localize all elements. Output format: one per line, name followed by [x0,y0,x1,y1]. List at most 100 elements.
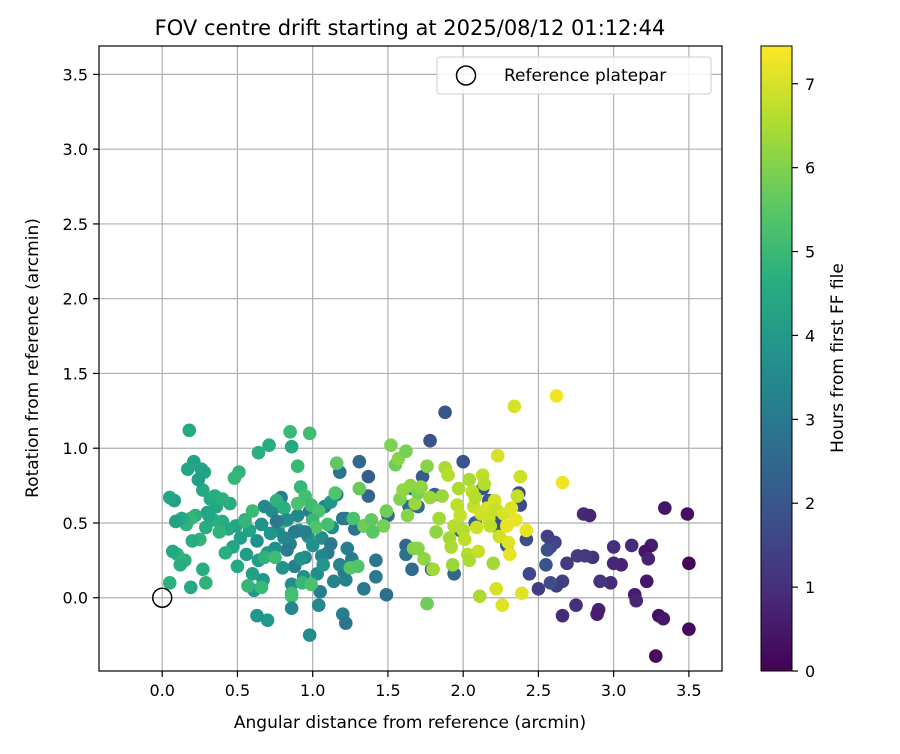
x-tick-label: 0.5 [225,681,250,700]
data-point [426,562,440,577]
x-axis-ticks: 0.0 0.5 1.0 1.5 2.0 2.5 3.0 3.5 [149,671,702,700]
data-point [606,556,621,571]
reference-platepar-marker [151,587,173,608]
x-tick-label: 1.5 [375,681,400,700]
data-point [218,546,233,560]
data-point [191,472,206,487]
data-point [173,558,188,572]
data-point [560,556,574,571]
data-point [182,423,197,438]
data-point [329,456,344,470]
data-point [510,489,525,503]
data-point [254,517,269,532]
data-point [165,544,180,559]
data-point [250,608,264,623]
colorbar-tick-label: 1 [805,578,815,597]
data-point [233,531,248,545]
x-tick-label: 2.0 [450,681,475,700]
data-point [590,607,604,621]
data-point [379,504,394,518]
data-point [320,517,335,532]
data-point [196,562,210,577]
data-point [290,459,305,473]
data-point [486,556,501,571]
data-point [238,514,252,529]
data-point [641,552,656,566]
data-point [682,622,696,636]
data-point [629,593,644,608]
data-point [180,462,195,476]
data-point [539,558,553,572]
data-point [316,558,331,572]
colorbar-tick-label: 3 [805,410,815,429]
data-point [415,469,430,484]
data-point [302,628,317,642]
data-point [540,529,555,544]
data-point [438,405,452,420]
data-point [483,519,498,533]
data-point [471,544,486,559]
data-point [215,492,230,506]
data-point [284,439,299,454]
data-point [280,543,294,557]
data-point [263,526,278,541]
data-point [364,513,379,527]
data-point [302,426,317,441]
colorbar-tick-label: 4 [805,326,815,345]
data-point [346,511,361,526]
data-point [328,486,343,500]
data-point [423,433,437,448]
data-point [648,649,663,663]
y-axis-label: Rotation from reference (arcmin) [23,218,43,498]
data-point [555,608,570,623]
data-point [311,598,326,613]
colorbar-gradient [760,45,793,672]
data-point [469,520,484,535]
data-point [639,574,654,589]
data-point [284,601,299,616]
data-point [420,459,434,473]
data-point [162,575,177,590]
y-tick-label: 1.5 [63,364,88,383]
x-tick-label: 3.5 [676,681,701,700]
data-point [257,550,272,565]
data-point [352,481,367,496]
data-point [168,514,183,529]
data-point [423,490,437,505]
data-point [185,534,200,548]
data-point [603,575,618,590]
reference-marker-layer [151,587,173,608]
data-point [509,513,523,527]
data-point [323,537,338,551]
data-point [450,498,464,512]
legend-reference-marker [455,65,477,86]
data-point [326,574,341,589]
data-point [284,589,299,604]
data-point [254,580,269,595]
data-point [287,525,302,539]
x-tick-label: 2.5 [526,681,551,700]
y-tick-label: 0.5 [63,514,88,533]
colorbar-tick-label: 0 [805,662,815,681]
data-point [513,469,528,484]
data-point [519,523,534,538]
data-point [245,504,260,518]
data-point [624,538,639,553]
colorbar-tick-label: 5 [805,243,815,262]
data-point [298,525,312,539]
data-point [308,520,323,535]
data-point [495,598,510,613]
data-point [414,480,428,494]
data-point [441,468,455,482]
legend: Reference platepar [436,56,712,95]
data-point [489,581,504,596]
data-point [456,454,470,469]
x-tick-label: 0.0 [149,681,174,700]
data-point [257,499,272,514]
data-point [199,575,213,590]
data-point [361,489,376,503]
data-point [682,556,696,571]
data-point [504,501,519,515]
data-point [468,490,483,505]
